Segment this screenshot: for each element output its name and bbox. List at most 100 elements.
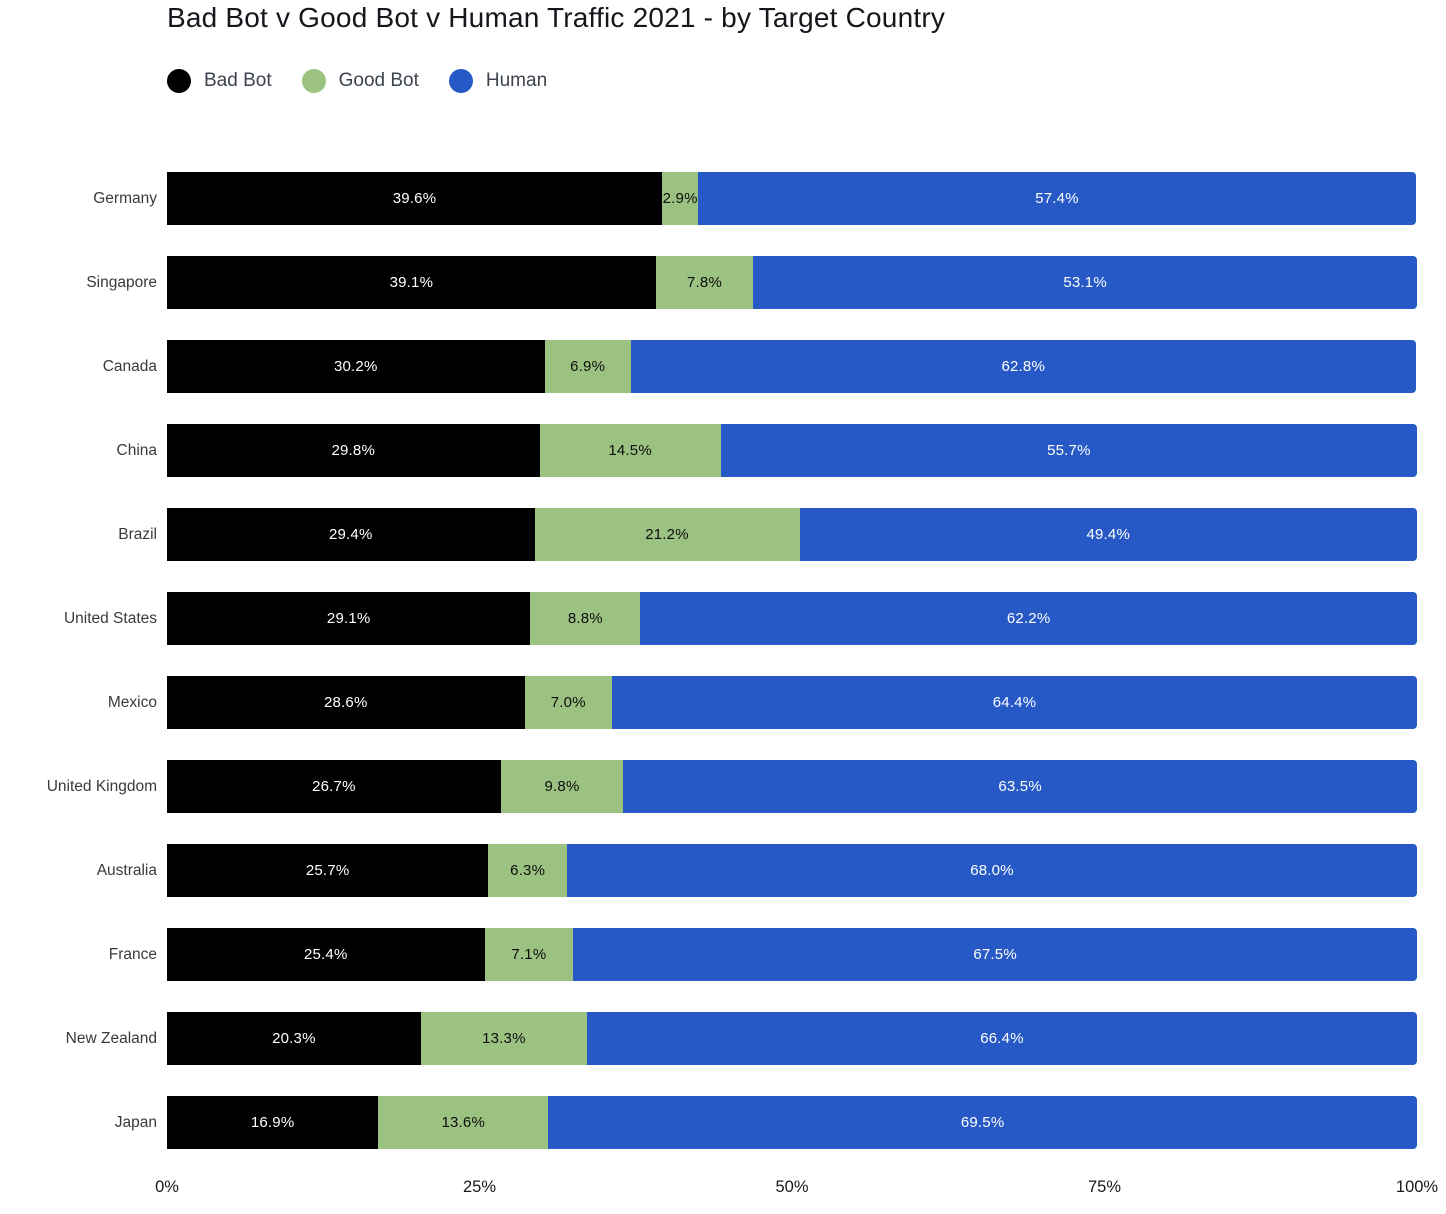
bar-value-label: 6.9% — [570, 358, 606, 375]
category-label: Canada — [102, 358, 157, 375]
bar-row-united-states: United States 29.1% 8.8% 62.2% — [0, 592, 1446, 645]
bar-value-label: 20.3% — [272, 1030, 316, 1047]
bar-value-label: 29.1% — [326, 610, 371, 627]
bar-segment-bad-bot: 20.3% — [167, 1012, 421, 1065]
bar-value-label: 66.4% — [980, 1030, 1024, 1047]
bar-segment-bad-bot: 29.4% — [167, 508, 535, 561]
bar-segment-human: 49.4% — [799, 508, 1417, 561]
x-axis: 0% 25% 50% 75% 100% — [155, 1178, 1438, 1204]
bar-value-label: 39.1% — [389, 274, 434, 291]
bar-stack: 39.6% 2.9% 57.4% — [167, 172, 1417, 225]
bar-value-label: 39.6% — [392, 190, 437, 207]
bar-stack: 28.6% 7.0% 64.4% — [167, 676, 1417, 729]
bar-segment-human: 62.8% — [630, 340, 1416, 393]
bar-row-singapore: Singapore 39.1% 7.8% 53.1% — [0, 256, 1446, 309]
bar-value-label: 26.7% — [312, 778, 356, 795]
bar-row-canada: Canada 30.2% 6.9% 62.8% — [0, 340, 1446, 393]
bar-segment-bad-bot: 28.6% — [167, 676, 525, 729]
bar-segment-human: 66.4% — [587, 1012, 1417, 1065]
bar-segment-good-bot: 7.0% — [524, 676, 612, 729]
bar-segment-human: 69.5% — [548, 1096, 1417, 1149]
bar-segment-bad-bot: 30.2% — [167, 340, 545, 393]
bar-segment-good-bot: 13.6% — [378, 1096, 549, 1149]
legend-label: Human — [485, 70, 548, 91]
bar-value-label: 64.4% — [992, 694, 1037, 711]
bar-row-germany: Germany 39.6% 2.9% 57.4% — [0, 172, 1446, 225]
bar-value-label: 16.9% — [250, 1114, 295, 1131]
bar-stack: 30.2% 6.9% 62.8% — [167, 340, 1417, 393]
category-label: Japan — [114, 1114, 157, 1131]
bar-stack: 26.7% 9.8% 63.5% — [167, 760, 1417, 813]
legend-swatch-icon — [301, 69, 326, 93]
category-label: France — [108, 946, 157, 963]
x-tick-label: 0% — [155, 1178, 179, 1196]
legend-label: Good Bot — [338, 70, 419, 91]
bar-segment-good-bot: 6.9% — [544, 340, 631, 393]
legend-label: Bad Bot — [204, 70, 272, 91]
bar-row-france: France 25.4% 7.1% 67.5% — [0, 928, 1446, 981]
bar-segment-bad-bot: 25.7% — [167, 844, 489, 897]
bar-value-label: 7.1% — [511, 946, 547, 963]
legend-item-good-bot[interactable]: Good Bot — [301, 69, 419, 93]
bar-row-brazil: Brazil 29.4% 21.2% 49.4% — [0, 508, 1446, 561]
category-label: Germany — [93, 190, 157, 207]
legend-swatch-icon — [167, 69, 191, 93]
bar-row-united-kingdom: United Kingdom 26.7% 9.8% 63.5% — [0, 760, 1446, 813]
bar-segment-human: 53.1% — [753, 256, 1417, 309]
bar-value-label: 6.3% — [510, 862, 546, 879]
bar-value-label: 62.2% — [1006, 610, 1051, 627]
x-tick-label: 75% — [1087, 1178, 1122, 1196]
bar-segment-human: 57.4% — [698, 172, 1416, 225]
category-label: Brazil — [118, 526, 157, 543]
bar-segment-bad-bot: 29.1% — [167, 592, 531, 645]
category-label: United Kingdom — [46, 778, 157, 795]
chart-title: Bad Bot v Good Bot v Human Traffic 2021 … — [167, 2, 946, 33]
bar-segment-human: 64.4% — [612, 676, 1417, 729]
bar-value-label: 14.5% — [608, 442, 652, 459]
bar-segment-good-bot: 7.8% — [655, 256, 754, 309]
legend: Bad Bot Good Bot Human — [167, 69, 547, 93]
category-label: China — [116, 442, 158, 459]
bar-stack: 25.7% 6.3% 68.0% — [167, 844, 1417, 897]
category-label: Mexico — [107, 694, 157, 711]
x-tick-label: 50% — [775, 1178, 809, 1196]
bar-segment-good-bot: 14.5% — [539, 424, 721, 477]
bar-segment-human: 55.7% — [720, 424, 1417, 477]
bar-value-label: 25.4% — [303, 946, 348, 963]
bar-value-label: 13.3% — [482, 1030, 526, 1047]
bar-value-label: 62.8% — [1001, 358, 1046, 375]
legend-swatch-icon — [448, 69, 473, 93]
bar-stack: 20.3% 13.3% 66.4% — [167, 1012, 1417, 1065]
bar-value-label: 67.5% — [973, 946, 1017, 963]
bar-segment-bad-bot: 39.6% — [167, 172, 662, 225]
bar-segment-good-bot: 9.8% — [500, 760, 624, 813]
bar-segment-bad-bot: 25.4% — [167, 928, 485, 981]
bar-row-new-zealand: New Zealand 20.3% 13.3% 66.4% — [0, 1012, 1446, 1065]
bar-segment-human: 63.5% — [623, 760, 1417, 813]
bar-stack: 25.4% 7.1% 67.5% — [167, 928, 1417, 981]
bar-value-label: 53.1% — [1063, 274, 1107, 291]
bar-stack: 29.8% 14.5% 55.7% — [167, 424, 1417, 477]
bar-segment-bad-bot: 16.9% — [167, 1096, 379, 1149]
x-tick-label: 100% — [1395, 1178, 1439, 1196]
bar-segment-human: 62.2% — [640, 592, 1417, 645]
bar-row-mexico: Mexico 28.6% 7.0% 64.4% — [0, 676, 1446, 729]
bar-segment-bad-bot: 29.8% — [167, 424, 540, 477]
bar-value-label: 8.8% — [567, 610, 603, 627]
bar-segment-good-bot: 2.9% — [662, 172, 699, 225]
category-label: United States — [63, 610, 157, 627]
bar-value-label: 29.8% — [331, 442, 376, 459]
x-tick-label: 25% — [462, 1178, 497, 1196]
bar-value-label: 7.0% — [550, 694, 586, 711]
bar-segment-human: 68.0% — [567, 844, 1417, 897]
bar-stack: 16.9% 13.6% 69.5% — [167, 1096, 1417, 1149]
legend-item-bad-bot[interactable]: Bad Bot — [167, 69, 272, 93]
category-label: Australia — [96, 862, 157, 879]
bar-value-label: 7.8% — [687, 274, 722, 291]
bar-value-label: 9.8% — [544, 778, 580, 795]
bar-value-label: 49.4% — [1086, 526, 1131, 543]
legend-item-human[interactable]: Human — [448, 69, 548, 93]
bar-row-china: China 29.8% 14.5% 55.7% — [0, 424, 1446, 477]
bar-value-label: 2.9% — [662, 190, 698, 207]
bar-segment-bad-bot: 26.7% — [167, 760, 501, 813]
